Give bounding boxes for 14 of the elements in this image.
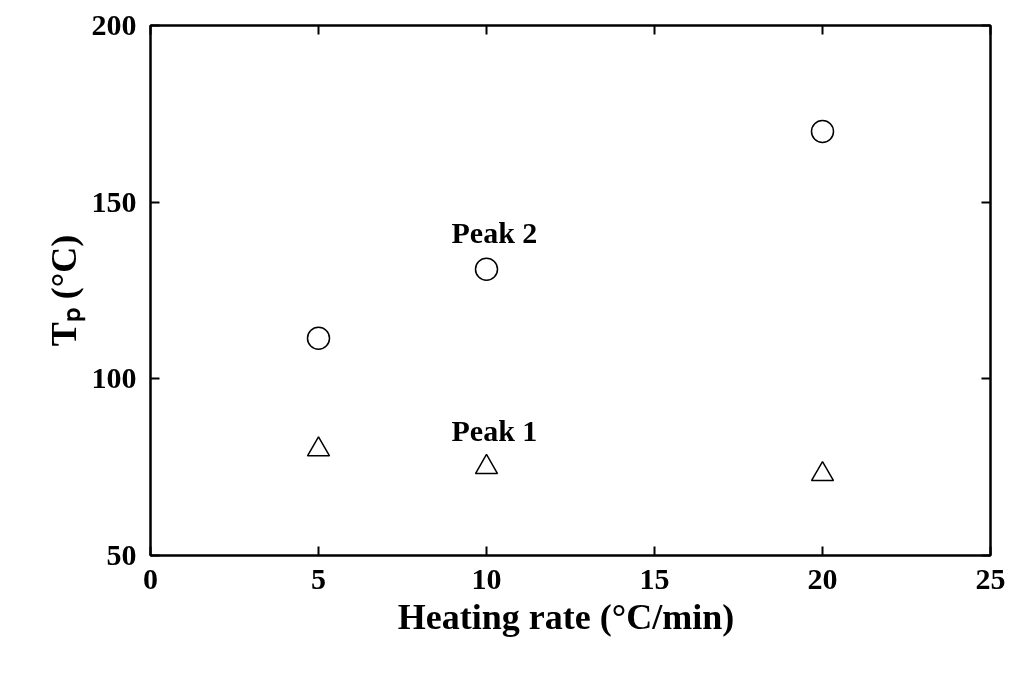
y-tick-label: 50 bbox=[106, 538, 137, 571]
series-label: Peak 2 bbox=[451, 216, 538, 250]
x-axis-title: Heating rate (°C/min) bbox=[397, 596, 735, 637]
x-tick-label: 15 bbox=[639, 561, 670, 595]
x-tick-label: 5 bbox=[311, 561, 326, 595]
x-tick-label: 25 bbox=[975, 561, 1006, 595]
x-tick-label: 0 bbox=[143, 561, 158, 595]
y-tick-label: 150 bbox=[91, 184, 137, 218]
series-label: Peak 1 bbox=[451, 414, 538, 448]
y-tick-label: 100 bbox=[91, 361, 137, 395]
y-tick-label: 200 bbox=[91, 8, 137, 41]
y-axis-title: Tₚ (°C) bbox=[43, 234, 86, 347]
x-tick-label: 20 bbox=[807, 561, 838, 595]
x-tick-label: 10 bbox=[471, 561, 502, 595]
